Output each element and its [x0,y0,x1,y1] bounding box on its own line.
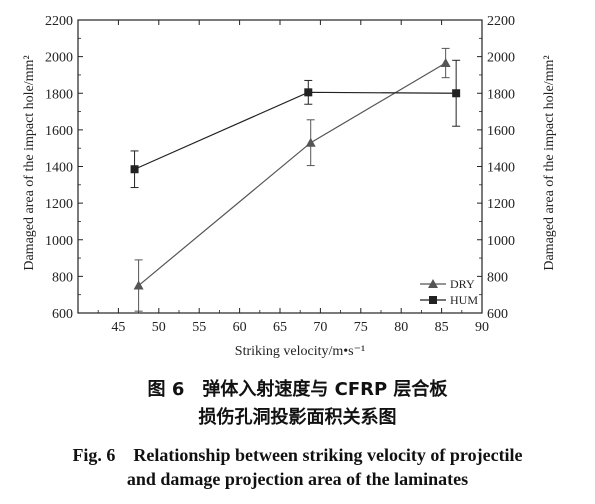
y-tick-label-right: 600 [487,307,508,322]
legend-marker-hum [429,296,437,304]
y-tick-label-right: 1600 [487,124,515,139]
y-tick-label-left: 2200 [45,14,73,29]
series-hum [130,59,461,189]
series-layer [130,47,461,312]
x-tick-label: 75 [354,320,368,335]
x-tick-label: 45 [111,320,125,335]
y-tick-label-right: 2000 [487,51,515,66]
x-tick-label: 70 [313,320,327,335]
y-tick-label-right: 1200 [487,197,515,212]
y-tick-label-left: 1200 [45,197,73,212]
caption-en-line2: and damage projection area of the lamina… [126,469,469,489]
data-point-dry [133,280,144,290]
y-tick-label-right: 1800 [487,87,515,102]
y-tick-label-left: 800 [52,270,73,285]
x-tick-label: 50 [152,320,166,335]
data-point-hum [452,89,461,98]
data-point-hum [130,165,139,174]
x-tick-label: 90 [475,320,489,335]
x-tick-label: 65 [273,320,287,335]
caption-cn-line2: 损伤孔洞投影面积关系图 [198,407,397,428]
y-tick-label-left: 1600 [45,124,73,139]
y-tick-label-left: 2000 [45,51,73,66]
series-dry [133,47,451,312]
caption-en-line1: Fig. 6 Relationship between striking vel… [72,445,523,465]
y-axis-label-right: Damaged area of the impact hole/mm² [542,55,557,270]
series-line-hum [134,91,457,170]
x-tick-label: 55 [192,320,206,335]
y-tick-label-left: 600 [52,307,73,322]
data-point-dry [440,58,451,68]
y-tick-label-right: 2200 [487,14,515,29]
x-axis-label: Striking velocity/m•s⁻¹ [235,344,365,359]
legend-label-hum: HUM [450,293,478,307]
legend-marker-dry [428,279,438,288]
y-tick-label-right: 1000 [487,234,515,249]
series-line-dry [138,62,446,286]
y-tick-label-left: 1000 [45,234,73,249]
y-tick-label-right: 800 [487,270,508,285]
data-point-hum [304,88,313,97]
x-tick-label: 80 [394,320,408,335]
y-tick-label-right: 1400 [487,161,515,176]
legend: DRY HUM [420,277,478,307]
caption-cn-line1: 图 6 弹体入射速度与 CFRP 层合板 [147,379,448,400]
data-point-dry [305,137,316,147]
y-tick-label-left: 1400 [45,161,73,176]
x-tick-label: 85 [435,320,449,335]
x-tick-label: 60 [233,320,247,335]
y-axis-label-left: Damaged area of the impact hole/mm² [22,55,37,270]
legend-label-dry: DRY [450,277,475,291]
y-tick-label-left: 1800 [45,87,73,102]
